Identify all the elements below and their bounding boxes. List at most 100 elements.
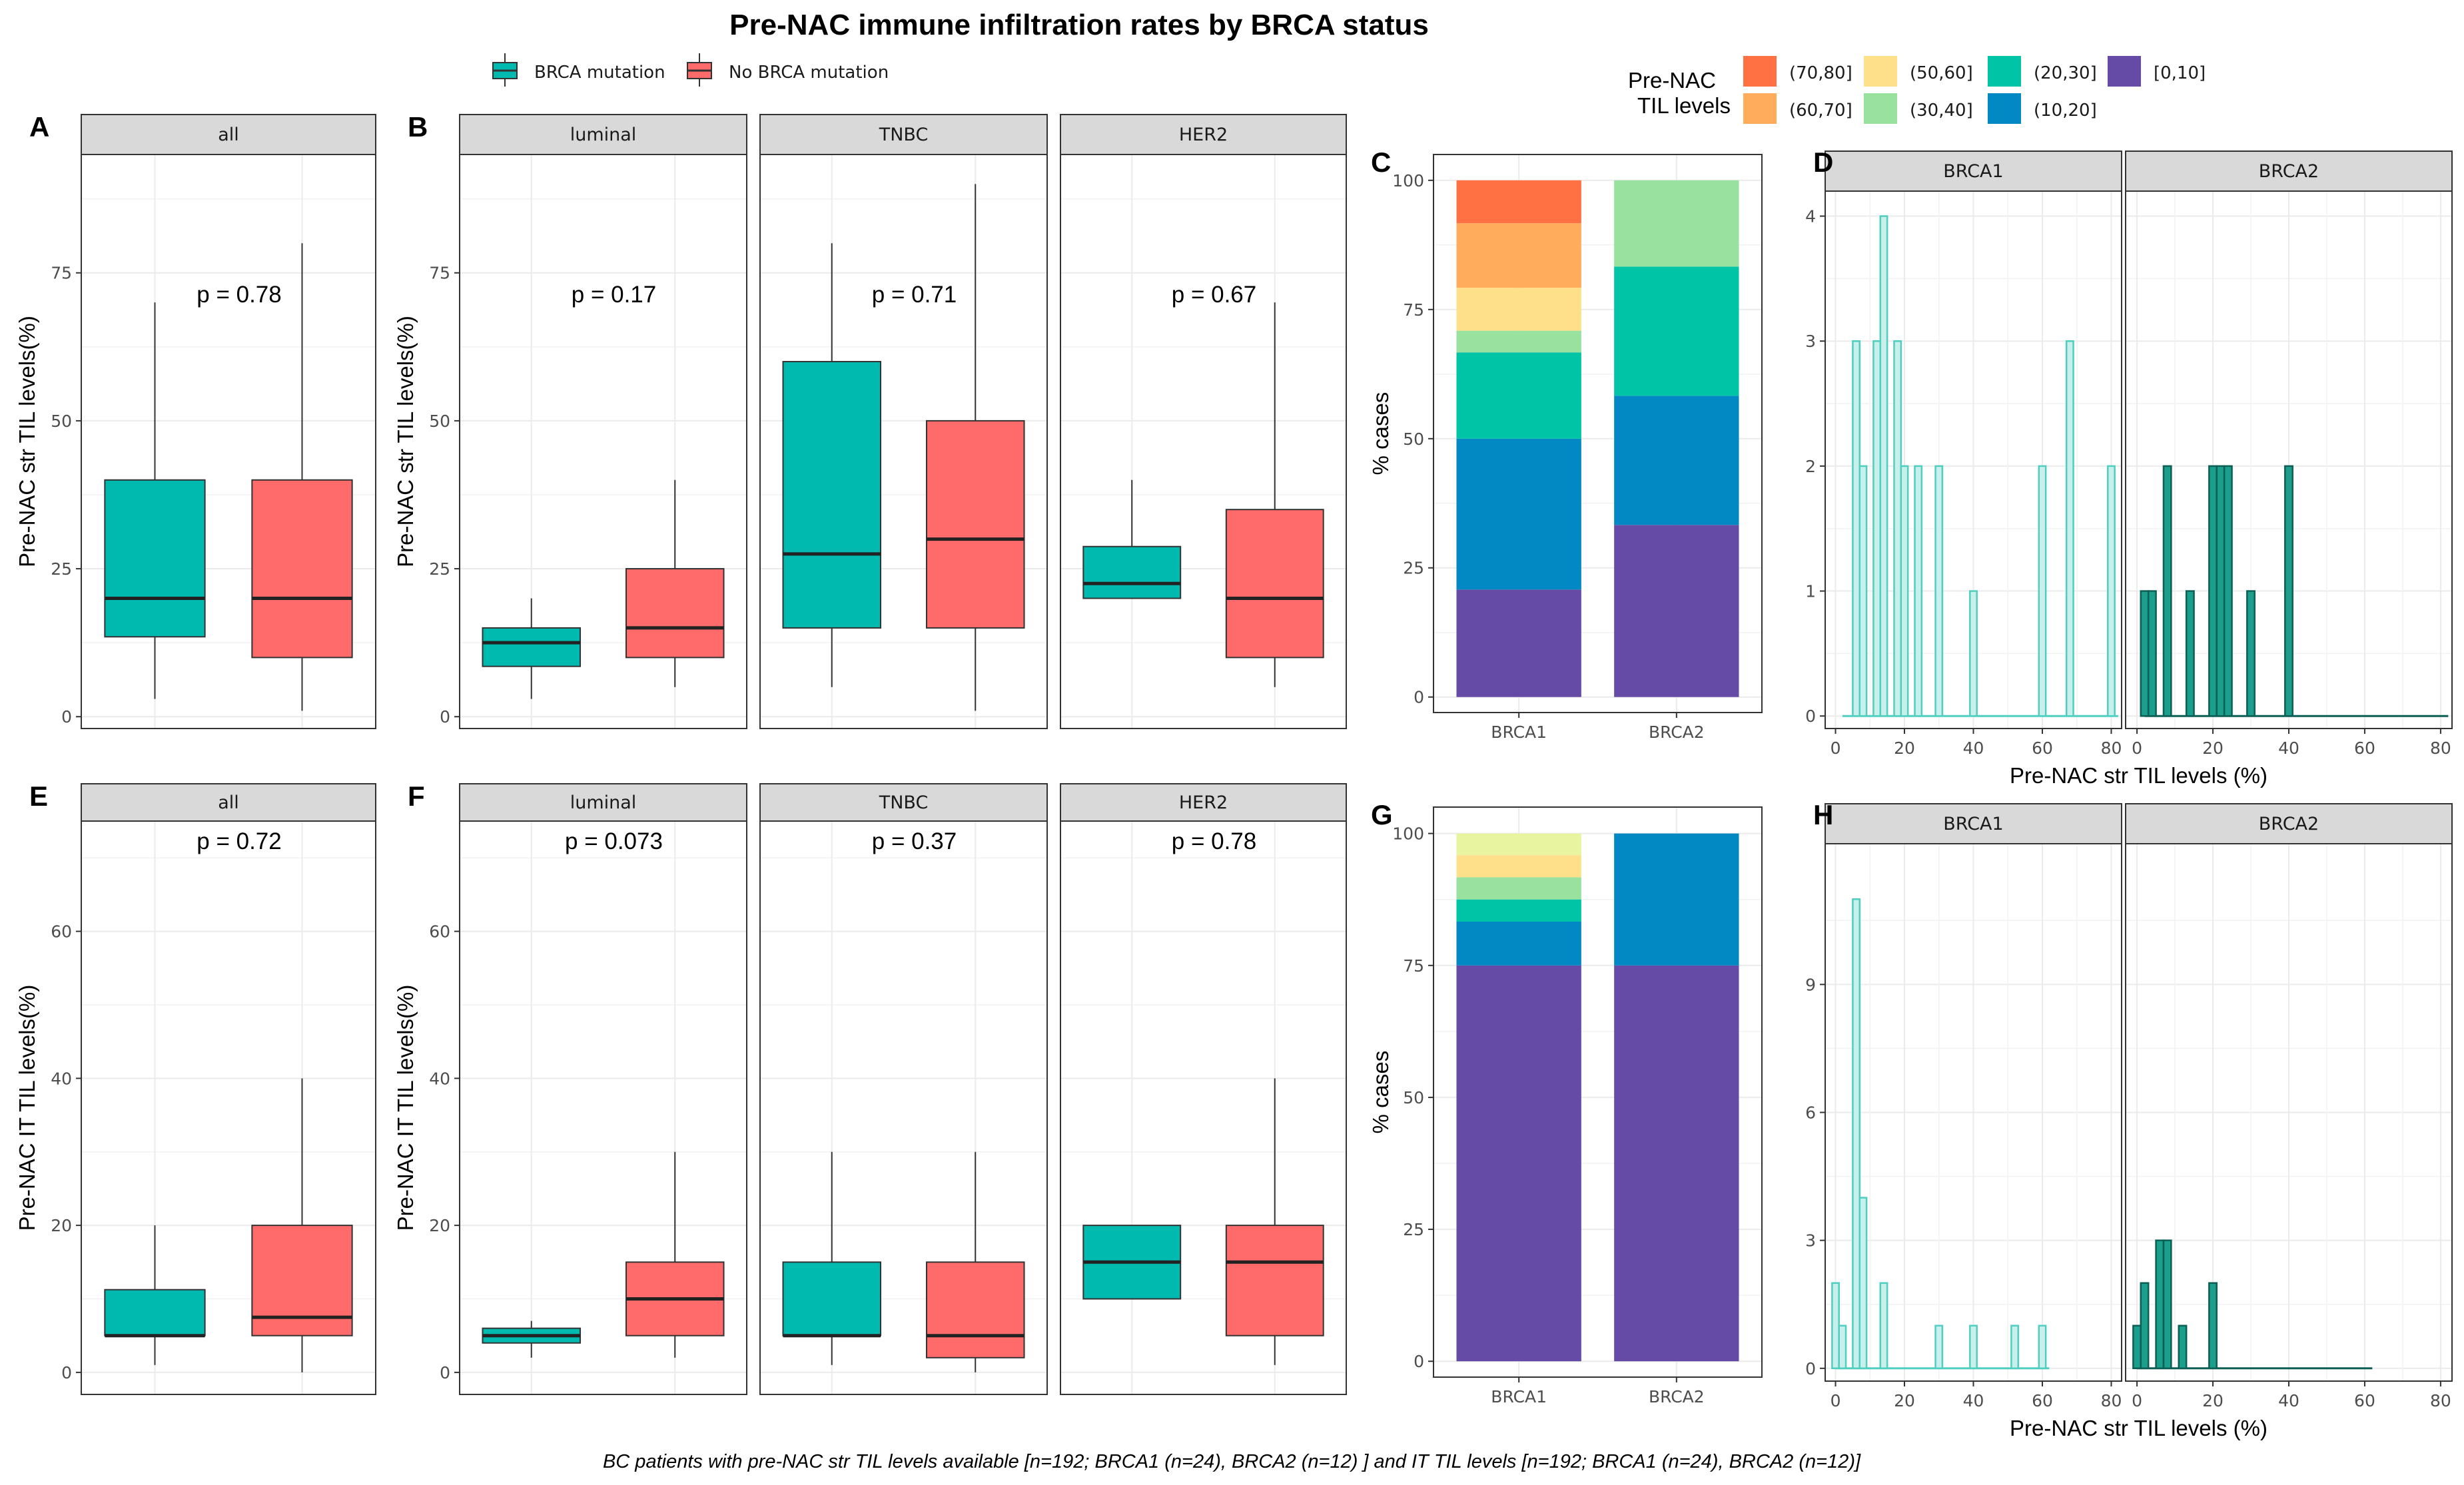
- box-iqr: [1082, 545, 1182, 599]
- facet-tnbc: TNBC p = 0.37: [759, 783, 1048, 1395]
- stacked-bar-chart-g: BRCA1 BRCA2 0 25 50 75 100 % cases: [1368, 806, 1763, 1406]
- group-legend: BRCA mutation No BRCA mutation: [492, 53, 889, 87]
- y-tick-label: 20: [51, 1216, 72, 1235]
- bar-segment-brca2-10-20: [1614, 833, 1739, 966]
- box-brca-mutation: [482, 1321, 582, 1358]
- bar-segment-brca1-0-10: [1456, 965, 1581, 1362]
- facet-tnbc: TNBC p = 0.71: [759, 114, 1048, 729]
- histogram-bar: [2038, 1325, 2047, 1370]
- box-brca-mutation: [104, 302, 206, 699]
- facet-strip-label: HER2: [1179, 125, 1228, 145]
- panel-label-a: A: [29, 111, 49, 143]
- til-legend-title-line2: TIL levels: [1637, 93, 1731, 118]
- panel-border: [1433, 154, 1763, 713]
- p-value-label: p = 0.073: [565, 828, 663, 854]
- histogram-bar: [2178, 1325, 2188, 1370]
- bar-segment-brca1-40-50-light: [1456, 833, 1581, 856]
- y-axis-title: Pre-NAC IT TIL levels(%): [393, 985, 418, 1231]
- facet-brca2: BRCA2 0 20 40 60 80: [2125, 803, 2453, 1410]
- y-tick-label: 50: [51, 412, 72, 431]
- histogram-bar: [2038, 465, 2047, 717]
- facet-strip-label: BRCA2: [2259, 161, 2319, 182]
- box-iqr: [1225, 509, 1324, 659]
- histogram-chart-d: BRCA1 0 20 40 60 80 BRCA2 0 20 40 60 80 0 1 2 3 4 Pre-NAC…: [1805, 150, 2453, 788]
- y-tick-label: 60: [51, 922, 72, 942]
- facet-brca1: BRCA1 0 20 40 60 80: [1825, 803, 2122, 1410]
- y-tick-label: 25: [1403, 559, 1424, 578]
- facet-strip-label: all: [218, 125, 239, 145]
- bar-segment-brca1-50-60: [1456, 855, 1581, 878]
- facet-luminal: luminal p = 0.17: [459, 114, 747, 729]
- facet-strip-label: TNBC: [879, 792, 929, 813]
- x-tick-label: 40: [2278, 739, 2299, 758]
- box-no-brca-mutation: [625, 1151, 725, 1358]
- facet-luminal: luminal p = 0.073: [459, 783, 747, 1395]
- x-axis-title: Pre-NAC str TIL levels (%): [2010, 763, 2267, 788]
- y-axis-title: Pre-NAC str TIL levels(%): [15, 316, 39, 567]
- til-legend-key-10-20: [1988, 93, 2021, 124]
- bar-segment-brca1-50-60: [1456, 288, 1581, 331]
- panel-border: [81, 154, 376, 729]
- box-no-brca-mutation: [251, 1078, 353, 1372]
- box-chart-a: all p = 0.78 0 25 50 75 Pre-NAC str TIL levels…: [15, 114, 376, 729]
- til-legend-key-60-70: [1743, 93, 1777, 124]
- histogram-bar: [2010, 1325, 2020, 1370]
- bar-segment-brca2-20-30: [1614, 266, 1739, 396]
- facet-strip-label: BRCA1: [1943, 814, 2003, 834]
- legend-key-brca-mutation: [492, 53, 518, 87]
- x-tick-label: 20: [2202, 739, 2224, 758]
- legend-label-brca-mutation: BRCA mutation: [534, 63, 665, 83]
- histogram-bar: [2155, 1239, 2165, 1370]
- facet-brca2: BRCA2 0 20 40 60 80: [2125, 150, 2453, 758]
- x-tick-label: 0: [2132, 739, 2142, 758]
- box-no-brca-mutation: [925, 184, 1025, 711]
- panel-border: [759, 154, 1048, 729]
- facet-strip: [1060, 114, 1347, 155]
- facet-strip-label: luminal: [570, 792, 637, 813]
- til-legend-key-50-60: [1864, 56, 1897, 87]
- panel-border: [81, 820, 376, 1395]
- y-tick-label: 1: [1805, 582, 1816, 601]
- til-legend-key-30-40: [1864, 93, 1897, 124]
- bar-segment-brca1-30-40: [1456, 877, 1581, 900]
- facet-her2: HER2 p = 0.78: [1060, 783, 1347, 1395]
- til-legend-key-20-30: [1988, 56, 2021, 87]
- y-tick-label: 100: [1392, 824, 1424, 844]
- til-legend-label-50-60: (50,60]: [1910, 63, 1973, 83]
- panel-border: [459, 820, 747, 1395]
- p-value-label: p = 0.78: [197, 282, 281, 308]
- facet-all: all p = 0.72: [81, 783, 376, 1395]
- p-value-label: p = 0.37: [872, 828, 957, 854]
- x-tick-label: 60: [2032, 1391, 2053, 1410]
- stacked-bar-chart-c: BRCA1 BRCA2 0 25 50 75 100 % cases: [1368, 154, 1763, 742]
- x-tick-label: 20: [1894, 739, 1915, 758]
- til-legend-label-30-40: (30,40]: [1910, 101, 1973, 121]
- histogram-chart-h: BRCA1 0 20 40 60 80 BRCA2 0 20 40 60 80 0 3 6 9 Pre-NAC …: [1805, 803, 2453, 1440]
- y-tick-label: 2: [1805, 457, 1816, 476]
- y-axis-title: Pre-NAC str TIL levels(%): [393, 316, 418, 567]
- box-iqr: [1225, 1225, 1324, 1336]
- histogram-bar: [1858, 1197, 1868, 1370]
- til-legend-key-70-80: [1743, 56, 1777, 87]
- facet-strip-label: luminal: [570, 125, 637, 145]
- histogram-bar: [1852, 340, 1860, 717]
- legend-label-no-brca-mutation: No BRCA mutation: [729, 63, 889, 83]
- y-tick-label: 4: [1805, 207, 1816, 226]
- til-legend-key-0-10: [2108, 56, 2141, 87]
- facet-brca1: BRCA1 0 20 40 60 80: [1825, 150, 2122, 758]
- y-tick-label: 0: [440, 1363, 450, 1382]
- chart-panels: all p = 0.78 0 25 50 75 Pre-NAC str TIL levels…: [15, 111, 2453, 1440]
- facet-her2: HER2 p = 0.67: [1060, 114, 1347, 729]
- bar-segment-brca1-20-30: [1456, 899, 1581, 922]
- histogram-bar: [2065, 340, 2074, 717]
- box-brca-mutation: [782, 1151, 882, 1365]
- facet-strip: [81, 114, 376, 155]
- facet-strip-label: TNBC: [879, 125, 929, 145]
- facet-strip: [2125, 150, 2453, 192]
- panel-border: [1433, 806, 1763, 1378]
- box-iqr: [925, 420, 1025, 629]
- panel-label-d: D: [1813, 147, 1833, 178]
- bar-segment-brca1-10-20: [1456, 438, 1581, 590]
- histogram-bar: [2208, 465, 2218, 717]
- facet-strip: [1825, 803, 2122, 844]
